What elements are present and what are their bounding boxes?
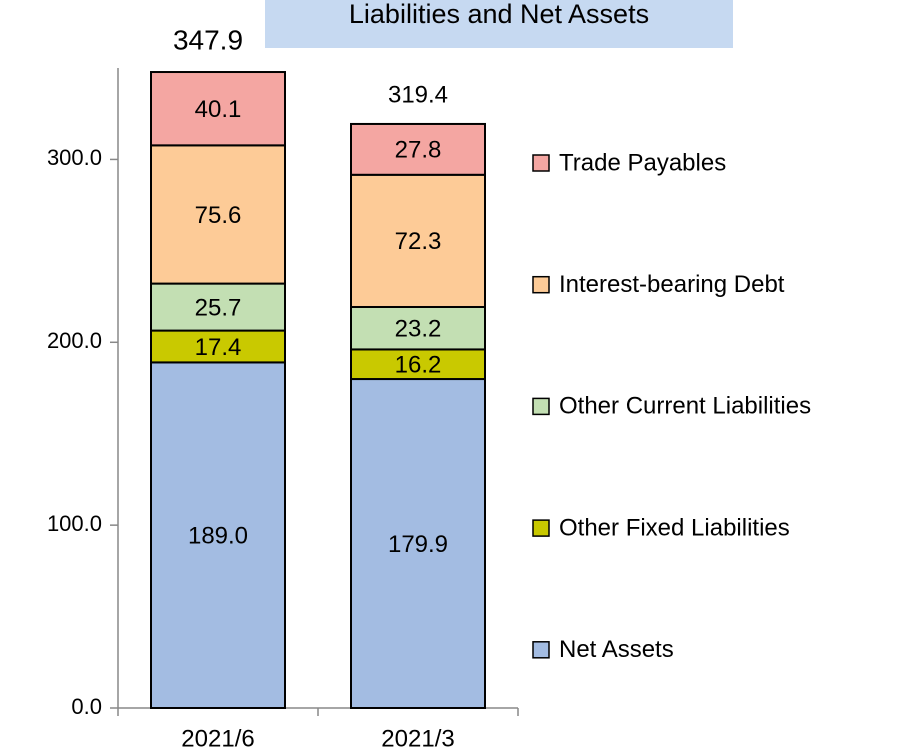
total-label: 347.9 — [173, 24, 243, 55]
bar-segment — [350, 122, 486, 176]
data-label: 189.0 — [188, 523, 248, 550]
title-box — [265, 0, 733, 48]
x-tick-label: 2021/3 — [381, 725, 454, 752]
data-label: 75.6 — [195, 202, 242, 229]
y-tick-label: 200.0 — [47, 328, 102, 353]
legend-label: Trade Payables — [559, 149, 726, 176]
bar-segment — [150, 71, 286, 147]
data-label: 23.2 — [395, 316, 442, 343]
data-label: 179.9 — [388, 531, 448, 558]
legend-label: Interest-bearing Debt — [559, 271, 785, 298]
data-label: 72.3 — [395, 228, 442, 255]
legend-swatch — [532, 154, 550, 172]
legend-swatch — [532, 275, 550, 294]
data-label: 17.4 — [195, 334, 242, 361]
total-label: 319.4 — [388, 81, 448, 108]
legend-label: Other Current Liabilities — [559, 393, 811, 420]
x-tick-label: 2021/6 — [181, 725, 254, 752]
data-label: 25.7 — [195, 294, 242, 321]
bar-segment — [350, 305, 486, 351]
data-label: 16.2 — [395, 352, 442, 379]
chart-title: Liabilities and Net Assets — [349, 0, 649, 29]
legend-swatch — [532, 519, 550, 537]
legend-swatch — [532, 397, 550, 416]
legend-label: Net Assets — [559, 636, 674, 663]
legend-swatch — [532, 641, 550, 659]
data-label: 40.1 — [195, 96, 242, 123]
y-tick-label: 100.0 — [47, 511, 102, 536]
bar-segment — [350, 348, 486, 381]
data-label: 27.8 — [395, 137, 442, 164]
y-tick-label: 300.0 — [47, 145, 102, 170]
bar-segment — [150, 361, 286, 709]
y-tick-label: 0.0 — [71, 694, 102, 719]
legend-label: Other Fixed Liabilities — [559, 514, 790, 541]
bar-segment — [350, 378, 486, 709]
